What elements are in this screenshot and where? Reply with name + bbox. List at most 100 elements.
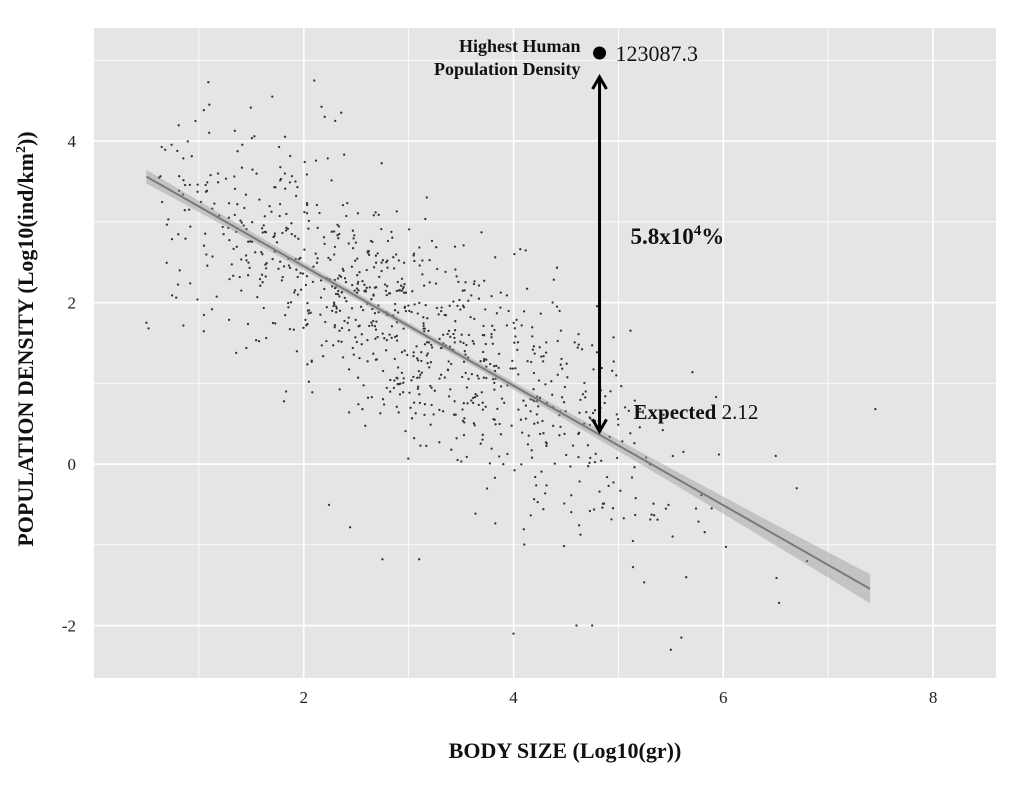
data-point (345, 214, 348, 218)
data-point (204, 190, 208, 193)
data-point (338, 232, 341, 236)
data-point (565, 453, 568, 457)
data-point (588, 423, 591, 427)
data-point (307, 380, 311, 383)
data-point (588, 461, 591, 465)
data-point (366, 251, 370, 254)
data-point (416, 359, 420, 362)
data-point (311, 391, 314, 394)
data-point (283, 135, 287, 138)
x-tick-label: 8 (929, 688, 938, 707)
data-point (376, 252, 379, 255)
data-point (398, 393, 402, 396)
data-point (391, 236, 394, 239)
data-point (470, 399, 473, 402)
data-point (184, 237, 187, 240)
data-point (340, 111, 343, 114)
data-point (363, 283, 366, 286)
data-point (430, 386, 433, 389)
data-point (627, 409, 630, 413)
data-point (396, 311, 400, 314)
data-point (314, 252, 317, 255)
data-point (351, 229, 355, 232)
data-point (435, 246, 438, 249)
data-point (484, 308, 487, 311)
data-point (512, 321, 515, 325)
data-point (629, 329, 632, 332)
data-point (374, 261, 378, 264)
data-point (354, 259, 357, 262)
data-point (351, 346, 354, 350)
data-point (285, 226, 288, 229)
data-point (578, 480, 581, 483)
data-point (526, 360, 529, 363)
data-point (477, 284, 481, 287)
data-point (542, 507, 545, 511)
data-point (330, 230, 333, 233)
data-point (240, 166, 244, 169)
data-point (318, 211, 321, 215)
data-point (457, 280, 460, 284)
data-point (347, 368, 351, 371)
data-point (454, 413, 457, 416)
data-point (275, 241, 279, 244)
data-point (293, 291, 296, 294)
data-point (455, 275, 458, 278)
data-point (356, 376, 360, 379)
data-point (243, 206, 246, 210)
data-point (473, 280, 476, 283)
data-point (633, 466, 636, 469)
data-point (368, 324, 371, 328)
data-point (461, 408, 464, 411)
data-point (438, 408, 441, 412)
data-point (368, 286, 371, 289)
data-point (462, 244, 465, 247)
data-point (620, 384, 623, 388)
data-point (379, 412, 382, 415)
data-point (277, 145, 281, 149)
data-point (570, 494, 573, 497)
data-point (570, 510, 573, 514)
data-point (584, 390, 587, 393)
data-point (680, 636, 683, 639)
data-point (244, 254, 248, 257)
data-point (524, 417, 528, 420)
data-point (347, 242, 350, 245)
data-point (278, 214, 281, 218)
data-point (377, 213, 380, 217)
data-point (429, 384, 432, 388)
data-point (535, 399, 538, 403)
data-point (333, 245, 337, 249)
data-point (336, 277, 340, 280)
data-point (372, 352, 375, 355)
data-point (263, 215, 266, 218)
data-point (356, 274, 359, 277)
data-point (265, 336, 268, 340)
data-point (336, 223, 339, 226)
data-point (390, 325, 394, 328)
data-point (615, 413, 618, 416)
data-point (446, 368, 450, 372)
data-point (595, 351, 599, 354)
data-point (429, 361, 433, 364)
data-point (602, 502, 606, 505)
data-point (288, 181, 292, 184)
data-point (407, 457, 410, 460)
data-point (611, 369, 614, 372)
data-point (240, 221, 243, 224)
data-point (682, 450, 685, 454)
data-point (367, 253, 371, 257)
data-point (157, 176, 161, 179)
data-point (324, 320, 327, 324)
data-point (176, 283, 180, 286)
data-point (299, 256, 302, 260)
data-point (577, 455, 580, 459)
data-point (426, 317, 429, 320)
data-point (292, 328, 295, 331)
data-point (374, 211, 377, 214)
data-point (612, 336, 615, 339)
data-point (442, 342, 445, 345)
data-point (563, 432, 566, 436)
data-point (343, 296, 346, 300)
data-point (250, 240, 254, 243)
